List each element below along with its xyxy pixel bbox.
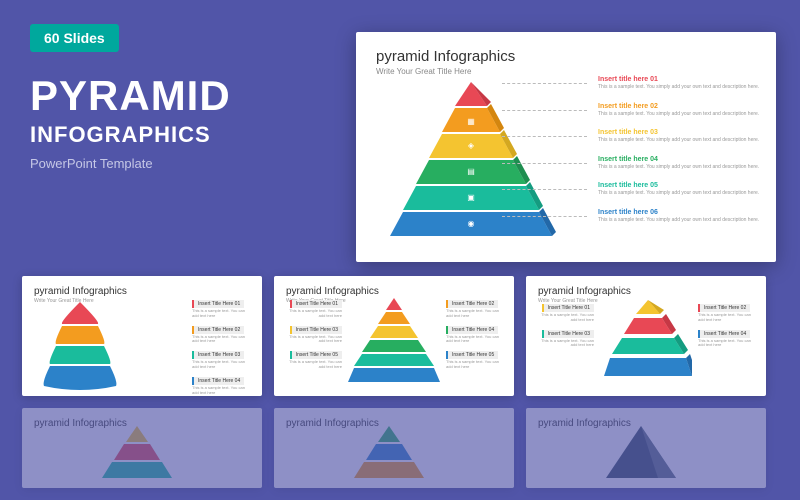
thumb-ghost-2: pyramid Infographics: [274, 408, 514, 488]
pyramid-level-1: [455, 82, 491, 106]
thumb-flat6: pyramid Infographics Write Your Great Ti…: [274, 276, 514, 396]
thumb-legend-right: Insert Title Here 02This is a sample tex…: [698, 304, 758, 355]
thumbnail-row: pyramid Infographics Write Your Great Ti…: [22, 276, 778, 488]
ghost-pyramid-icon: [354, 426, 424, 482]
legend-item-2: Insert title here 02This is a sample tex…: [592, 103, 762, 118]
legend-item-4: Insert title here 04This is a sample tex…: [592, 156, 762, 171]
slides-count-badge: 60 Slides: [30, 24, 119, 52]
legend-item-6: Insert title here 06This is a sample tex…: [592, 209, 762, 224]
svg-text:▣: ▣: [467, 193, 475, 202]
svg-text:▤: ▤: [467, 167, 475, 176]
thumb-title: pyramid Infographics: [286, 286, 502, 297]
thumb-title: pyramid Infographics: [538, 286, 754, 297]
thumb-title: pyramid Infographics: [34, 286, 250, 297]
thumb-ghost-1: pyramid Infographics: [22, 408, 262, 488]
slide-subtitle: Write Your Great Title Here: [376, 67, 756, 76]
ghost-pyramid-icon: [102, 426, 172, 482]
slide-title: pyramid Infographics: [376, 48, 756, 65]
flat-pyramid-icon: [348, 298, 440, 390]
legend-item-5: Insert title here 05This is a sample tex…: [592, 182, 762, 197]
main-slide-preview: pyramid Infographics Write Your Great Ti…: [356, 32, 776, 262]
hero-title: PYRAMID: [30, 72, 231, 120]
cone-pyramid-icon: [40, 302, 120, 390]
ghost-pyramid-icon: [606, 426, 676, 482]
thumb-legend-right: Insert Title Here 02This is a sample tex…: [446, 300, 506, 377]
svg-text:◈: ◈: [468, 141, 475, 150]
thumb-legend-left: Insert Title Here 01This is a sample tex…: [534, 304, 594, 355]
hero-tagline: PowerPoint Template: [30, 156, 153, 171]
legend-item-1: Insert title here 01This is a sample tex…: [592, 76, 762, 91]
legend-item-3: Insert title here 03This is a sample tex…: [592, 129, 762, 144]
thumb-legend-left: Insert Title Here 01This is a sample tex…: [282, 300, 342, 377]
main-legend: Insert title here 01This is a sample tex…: [592, 76, 762, 235]
thumb-ghost-3: pyramid Infographics: [526, 408, 766, 488]
hero-subtitle: INFOGRAPHICS: [30, 122, 211, 148]
thumb-cone: pyramid Infographics Write Your Great Ti…: [22, 276, 262, 396]
svg-text:▦: ▦: [467, 117, 475, 126]
svg-text:◉: ◉: [468, 219, 475, 228]
thumb-legend: Insert Title Here 01This is a sample tex…: [192, 300, 252, 396]
step3d-pyramid-icon: [604, 300, 692, 388]
thumb-step3d: pyramid Infographics Write Your Great Ti…: [526, 276, 766, 396]
